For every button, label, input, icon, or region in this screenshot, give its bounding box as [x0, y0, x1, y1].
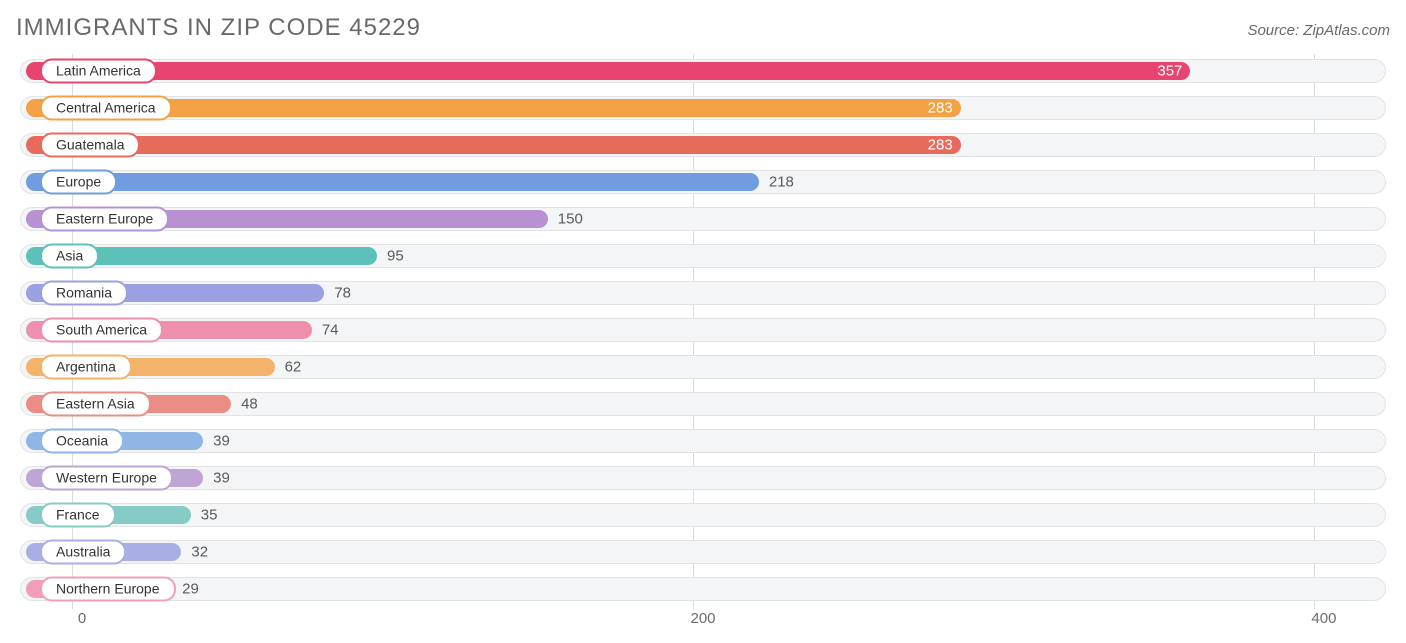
chart-title: IMMIGRANTS IN ZIP CODE 45229 — [16, 14, 421, 42]
bar-value-label: 283 — [919, 100, 953, 117]
bar-value-label: 95 — [387, 248, 404, 265]
bar-category-pill: Eastern Asia — [40, 392, 151, 417]
bar-row: Central America 283 — [20, 91, 1386, 125]
chart-source: Source: ZipAtlas.com — [1247, 22, 1390, 39]
bar-row: Europe 218 — [20, 165, 1386, 199]
bar-category-pill: Latin America — [40, 59, 157, 84]
bar-value-label: 357 — [1148, 63, 1182, 80]
bar-row: Asia 95 — [20, 239, 1386, 273]
bar-category-pill: Asia — [40, 244, 99, 269]
bar-row: Guatemala 283 — [20, 128, 1386, 162]
bar-value-label: 39 — [213, 470, 230, 487]
bar-value-label: 78 — [334, 285, 351, 302]
bar-row: France 35 — [20, 498, 1386, 532]
bar — [26, 62, 1190, 80]
bar-track — [20, 503, 1386, 527]
bar-value-label: 39 — [213, 433, 230, 450]
bar-category-pill: Oceania — [40, 429, 124, 454]
chart-header: IMMIGRANTS IN ZIP CODE 45229 Source: Zip… — [10, 14, 1396, 54]
bar-category-pill: Guatemala — [40, 133, 140, 158]
bar-row: Eastern Asia 48 — [20, 387, 1386, 421]
bar — [26, 136, 961, 154]
bar-track — [20, 540, 1386, 564]
bar-row: Eastern Europe 150 — [20, 202, 1386, 236]
x-axis: 0 200 400 — [20, 610, 1386, 636]
bar-row: Northern Europe 29 — [20, 572, 1386, 606]
bar-row: Oceania 39 — [20, 424, 1386, 458]
bar-category-pill: Northern Europe — [40, 577, 176, 602]
bar-value-label: 29 — [182, 581, 199, 598]
bar-value-label: 218 — [769, 174, 794, 191]
chart-area: Latin America357Central America283Guatem… — [10, 54, 1396, 636]
bar-category-pill: France — [40, 503, 116, 528]
bar-category-pill: Western Europe — [40, 466, 173, 491]
bar-value-label: 32 — [191, 544, 208, 561]
bar-category-pill: Romania — [40, 281, 128, 306]
bar-value-label: 48 — [241, 396, 258, 413]
bar-value-label: 74 — [322, 322, 339, 339]
x-axis-tick: 0 — [78, 610, 86, 627]
bar-row: Romania 78 — [20, 276, 1386, 310]
bar-value-label: 283 — [919, 137, 953, 154]
bar-value-label: 62 — [285, 359, 302, 376]
bar-row: Australia 32 — [20, 535, 1386, 569]
bar-category-pill: Australia — [40, 540, 126, 565]
bar-row: Argentina 62 — [20, 350, 1386, 384]
bar-value-label: 35 — [201, 507, 218, 524]
bar-category-pill: Central America — [40, 96, 172, 121]
bar-category-pill: Argentina — [40, 355, 132, 380]
bar — [26, 173, 759, 191]
x-axis-tick: 200 — [690, 610, 715, 627]
bar-category-pill: Europe — [40, 170, 117, 195]
bar-row: Western Europe 39 — [20, 461, 1386, 495]
x-axis-tick: 400 — [1311, 610, 1336, 627]
bar-category-pill: South America — [40, 318, 163, 343]
bar-row: Latin America 357 — [20, 54, 1386, 88]
bar-category-pill: Eastern Europe — [40, 207, 169, 232]
bar-value-label: 150 — [558, 211, 583, 228]
bar-track — [20, 577, 1386, 601]
bar-row: South America 74 — [20, 313, 1386, 347]
